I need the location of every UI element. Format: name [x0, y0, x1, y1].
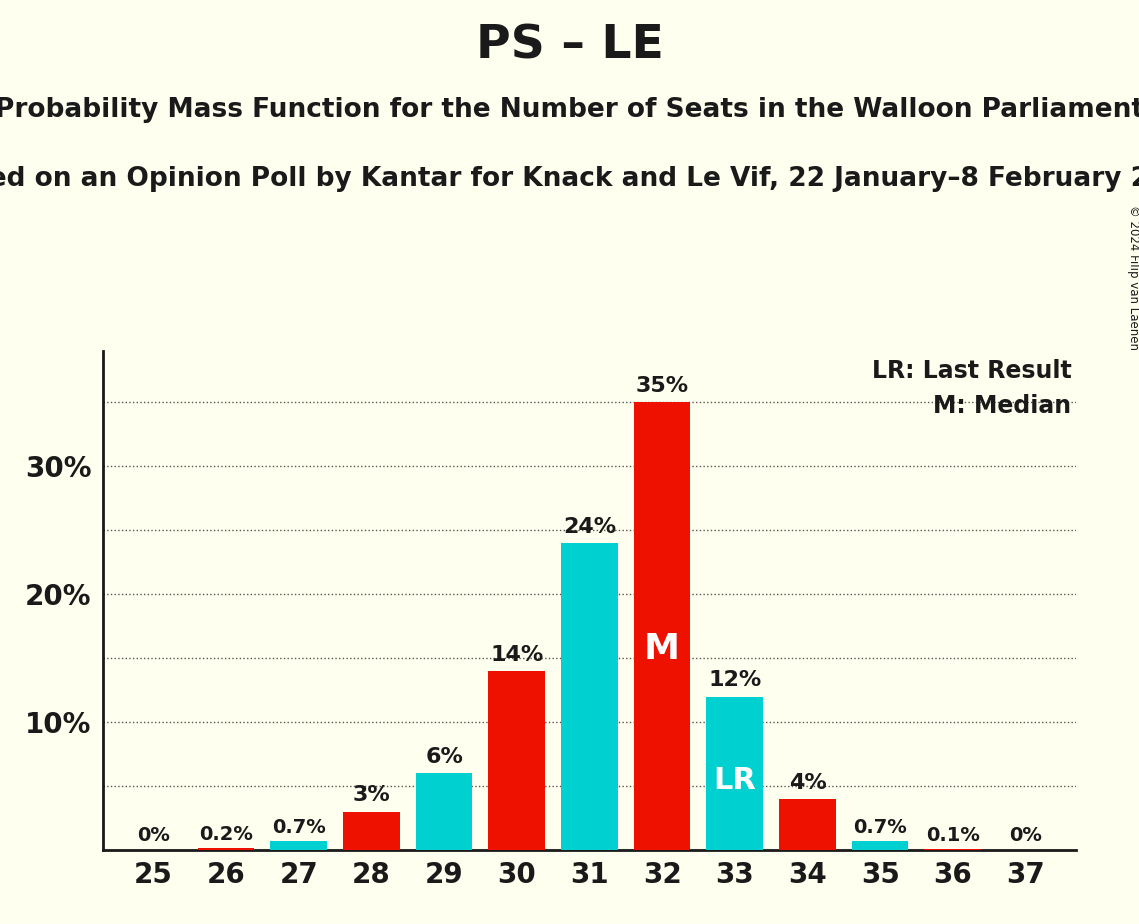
Bar — [925, 849, 981, 850]
Text: LR: LR — [713, 767, 756, 796]
Bar — [270, 841, 327, 850]
Text: 0.7%: 0.7% — [853, 819, 907, 837]
Text: 35%: 35% — [636, 376, 689, 395]
Bar — [198, 847, 254, 850]
Bar — [416, 773, 473, 850]
Text: 0.2%: 0.2% — [199, 825, 253, 844]
Text: 3%: 3% — [353, 785, 391, 806]
Text: Probability Mass Function for the Number of Seats in the Walloon Parliament: Probability Mass Function for the Number… — [0, 97, 1139, 123]
Text: 0%: 0% — [137, 826, 170, 845]
Text: 12%: 12% — [708, 670, 761, 690]
Text: 0.1%: 0.1% — [926, 826, 980, 845]
Text: LR: Last Result: LR: Last Result — [871, 359, 1072, 383]
Bar — [633, 402, 690, 850]
Text: 4%: 4% — [788, 772, 826, 793]
Text: 14%: 14% — [490, 645, 543, 664]
Bar — [706, 697, 763, 850]
Text: M: Median: M: Median — [933, 394, 1072, 418]
Text: 0.7%: 0.7% — [272, 819, 326, 837]
Text: 24%: 24% — [563, 517, 616, 537]
Text: M: M — [645, 632, 680, 665]
Bar — [562, 543, 617, 850]
Text: 0%: 0% — [1009, 826, 1042, 845]
Text: © 2024 Filip van Laenen: © 2024 Filip van Laenen — [1126, 205, 1139, 349]
Bar — [343, 811, 400, 850]
Bar — [489, 671, 546, 850]
Bar — [852, 841, 909, 850]
Bar — [779, 799, 836, 850]
Text: Based on an Opinion Poll by Kantar for Knack and Le Vif, 22 January–8 February 2: Based on an Opinion Poll by Kantar for K… — [0, 166, 1139, 192]
Text: 6%: 6% — [425, 747, 464, 767]
Text: PS – LE: PS – LE — [476, 23, 663, 68]
